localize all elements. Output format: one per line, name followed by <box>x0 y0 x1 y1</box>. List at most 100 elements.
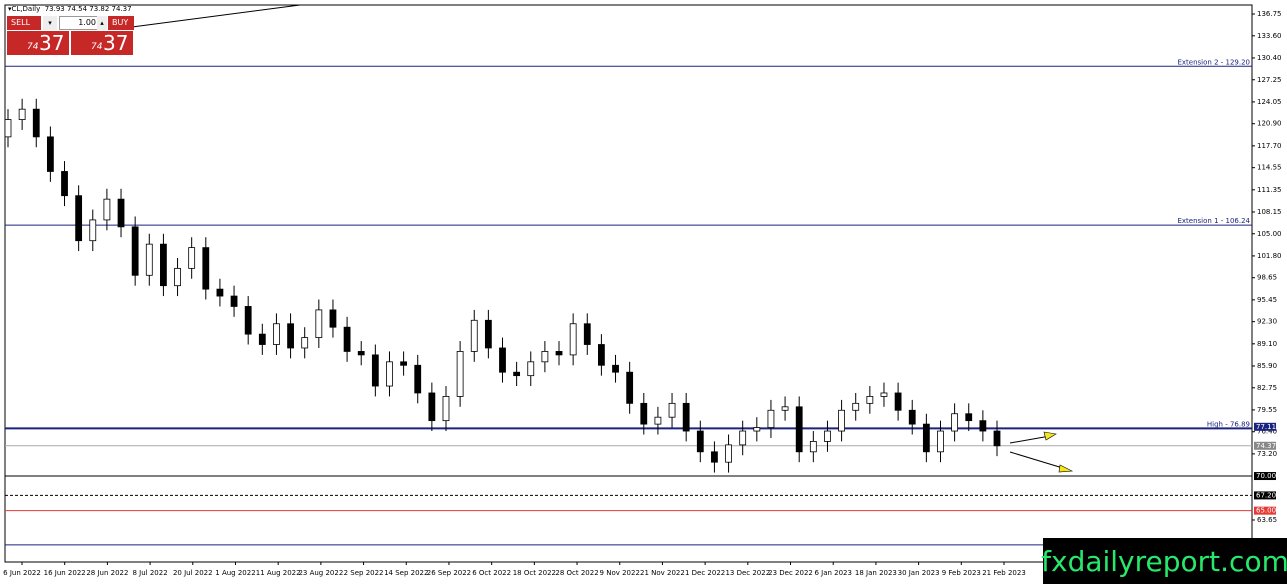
candle-body <box>414 364 422 394</box>
y-tick-label: 124.05 <box>1257 98 1282 106</box>
y-tick-label: 79.55 <box>1257 406 1277 414</box>
candle-body <box>131 226 139 276</box>
candle-body <box>287 323 294 349</box>
price-tag <box>1254 441 1276 450</box>
buy-price[interactable]: 74 37 <box>71 31 133 55</box>
candle-body <box>315 309 323 338</box>
lot-down[interactable]: ▾ <box>43 16 57 30</box>
candle-body <box>569 323 577 356</box>
y-tick-label: 76.40 <box>1257 428 1277 436</box>
candle-body <box>188 247 196 269</box>
candle-body <box>838 409 845 432</box>
price-tag-label: 77.11 <box>1256 423 1276 431</box>
candle-body <box>541 351 549 363</box>
price-tag-label: 67.20 <box>1256 491 1276 499</box>
x-tick-label: 18 Jan 2023 <box>855 569 897 577</box>
x-tick-label: 6 Jan 2023 <box>814 569 852 577</box>
candle-body <box>753 427 761 432</box>
buy-price-small: 74 <box>91 42 103 52</box>
candle-body <box>32 108 40 138</box>
symbol: CL,Daily <box>11 5 41 13</box>
candle-body <box>555 351 563 356</box>
x-tick-label: 14 Sep 2022 <box>384 569 428 577</box>
x-tick-label: 6 Oct 2022 <box>472 569 511 577</box>
candle-body <box>428 392 436 422</box>
x-tick-label: 28 Jun 2022 <box>86 569 128 577</box>
x-tick-label: 8 Jul 2022 <box>133 569 168 577</box>
y-tick-label: 92.30 <box>1257 318 1277 326</box>
plot-frame <box>4 4 1253 563</box>
y-tick-label: 127.25 <box>1257 76 1282 84</box>
candle-body <box>951 413 959 432</box>
candle-body <box>612 364 619 373</box>
trendline <box>131 4 301 28</box>
candle-body <box>61 171 68 197</box>
candle-body <box>343 326 351 352</box>
ohlc-high: 74.54 <box>66 5 88 13</box>
arrows <box>1009 431 1074 473</box>
candle-body <box>937 430 944 453</box>
candle-body <box>174 267 181 287</box>
candle-body <box>46 136 54 172</box>
y-tick-label: 85.90 <box>1257 362 1277 370</box>
sell-price-small: 74 <box>27 42 39 52</box>
candle-body <box>654 416 662 425</box>
candle-body <box>696 430 704 453</box>
level-label: High - 76.89 <box>1207 420 1250 428</box>
buy-button[interactable]: BUY <box>108 16 134 30</box>
ohlc-open: 73.93 <box>44 5 65 13</box>
x-tick-label: 21 Feb 2023 <box>982 569 1026 577</box>
x-tick-label: 18 Oct 2022 <box>513 569 556 577</box>
candle-body <box>513 371 521 377</box>
symbol-header: ▾CL,Daily 73.93 74.54 73.82 74.37 <box>8 5 132 13</box>
candle-body <box>75 195 83 242</box>
x-tick-label: 23 Aug 2022 <box>298 569 343 577</box>
candle-body <box>852 402 860 411</box>
level-label: Extension 1 - 106.24 <box>1177 217 1250 225</box>
x-tick-label: 1 Aug 2022 <box>215 569 255 577</box>
candle-body <box>400 361 408 366</box>
candle-body <box>598 344 605 366</box>
candle-body <box>725 444 732 463</box>
candle-body <box>160 243 167 287</box>
candle-body <box>244 306 252 335</box>
candle-body <box>18 108 26 120</box>
candle-body <box>795 406 803 453</box>
y-tick-label: 95.45 <box>1257 296 1277 304</box>
candle-body <box>781 406 789 411</box>
lot-up[interactable]: ▴ <box>97 16 107 30</box>
y-tick-label: 98.65 <box>1257 274 1277 282</box>
candle-body <box>273 323 280 345</box>
candle-body <box>89 219 97 242</box>
y-tick-label: 114.55 <box>1257 164 1282 172</box>
x-tick-label: 9 Nov 2022 <box>600 569 640 577</box>
y-tick-label: 101.80 <box>1257 252 1282 260</box>
candle-body <box>880 392 888 397</box>
candle-body <box>484 319 492 349</box>
candle-body <box>103 198 111 221</box>
candle-body <box>993 430 1001 447</box>
y-tick-label: 117.70 <box>1257 142 1282 150</box>
price-tag <box>1254 506 1276 515</box>
trade-panel: SELL ▾ 1.00 ▴ BUY 74 37 74 37 <box>7 16 134 55</box>
x-tick-label: 1 Dec 2022 <box>685 569 725 577</box>
price-tag <box>1254 491 1276 500</box>
sell-price[interactable]: 74 37 <box>7 31 69 55</box>
y-tick-label: 108.15 <box>1257 208 1282 216</box>
lot-input[interactable]: 1.00 <box>59 16 99 30</box>
x-tick-label: 6 Jun 2022 <box>3 569 41 577</box>
price-tag <box>1254 422 1276 431</box>
watermark: fxdailyreport.com <box>1041 538 1287 584</box>
x-tick-label: 13 Dec 2022 <box>725 569 770 577</box>
y-tick-label: 111.35 <box>1257 186 1282 194</box>
candle-body <box>329 309 337 328</box>
candle-body <box>682 402 690 432</box>
candle-body <box>470 319 478 352</box>
sell-button[interactable]: SELL <box>7 16 41 30</box>
candle-body <box>711 451 718 463</box>
x-tick-label: 26 Sep 2022 <box>427 569 471 577</box>
candle-body <box>4 119 12 138</box>
y-tick-label: 133.60 <box>1257 32 1282 40</box>
candle-body <box>965 413 973 422</box>
